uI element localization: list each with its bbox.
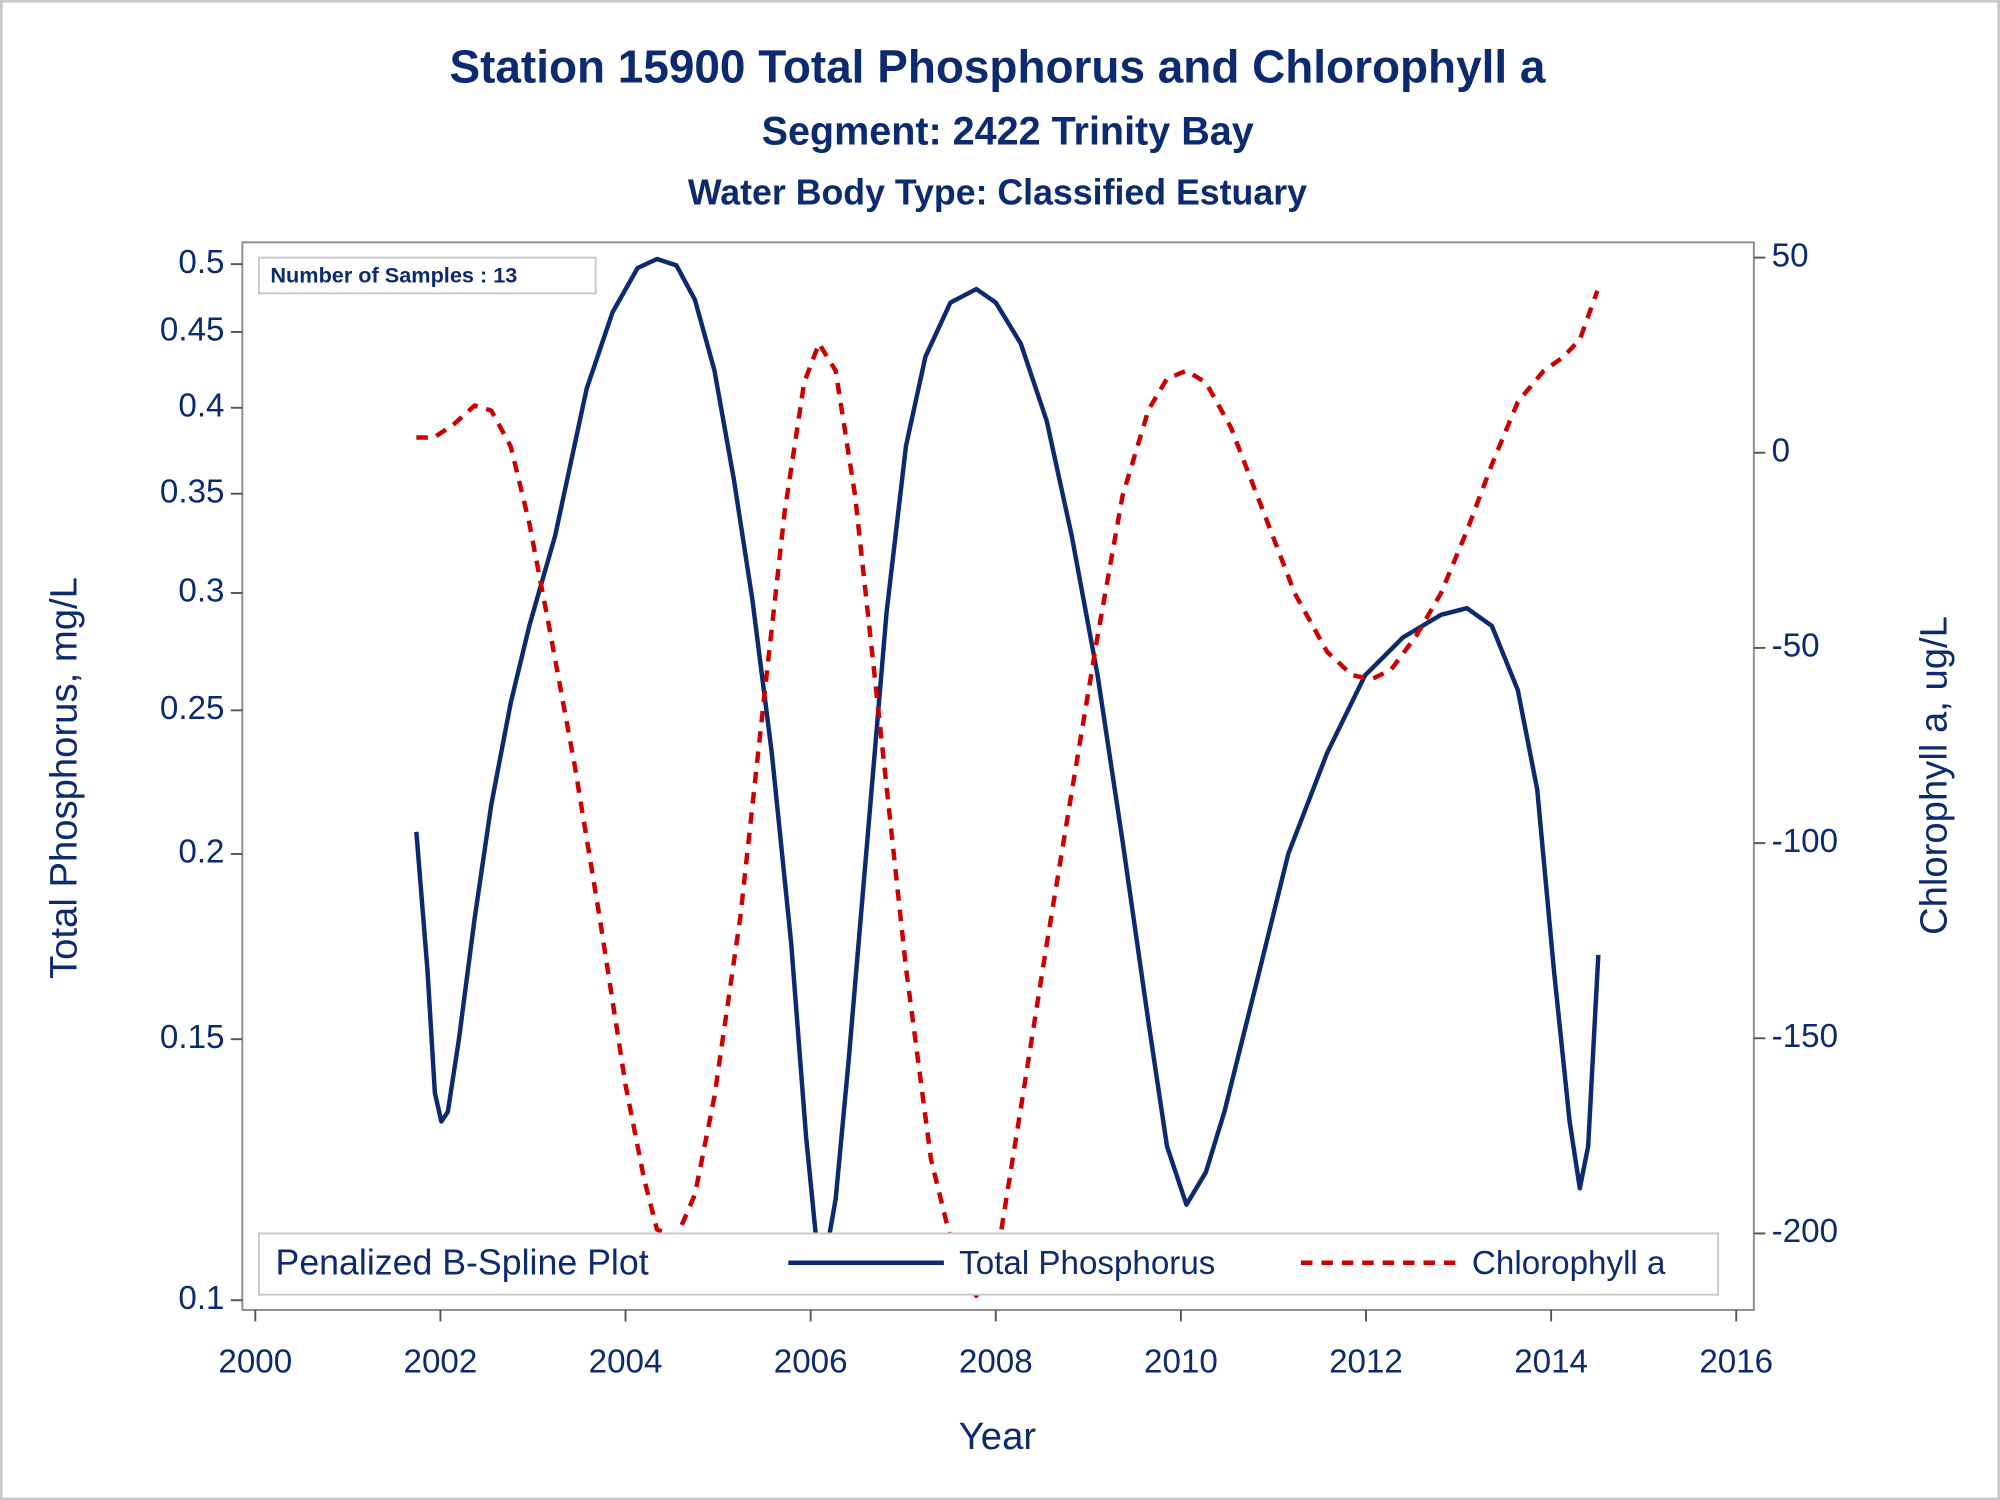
y2-tick-label: -200 bbox=[1772, 1213, 1838, 1250]
y2-tick-label: -100 bbox=[1772, 823, 1838, 860]
x-axis-label: Year bbox=[959, 1415, 1037, 1458]
chart-title: Station 15900 Total Phosphorus and Chlor… bbox=[449, 40, 1545, 92]
chart-subtitle: Segment: 2422 Trinity Bay bbox=[762, 109, 1254, 153]
y-tick-label: 0.5 bbox=[178, 244, 224, 281]
y-tick-label: 0.25 bbox=[160, 690, 225, 727]
y-tick-label: 0.15 bbox=[160, 1019, 225, 1056]
y-tick-label: 0.2 bbox=[178, 834, 224, 871]
y2-tick-label: -50 bbox=[1772, 628, 1820, 665]
y-tick-label: 0.4 bbox=[178, 388, 224, 425]
y2-tick-label: 0 bbox=[1772, 433, 1790, 470]
x-tick-label: 2012 bbox=[1329, 1343, 1403, 1380]
x-tick-label: 2006 bbox=[774, 1343, 848, 1380]
legend: Penalized B-Spline Plot Total Phosphorus… bbox=[257, 1232, 1720, 1296]
y-tick-label: 0.1 bbox=[178, 1280, 224, 1317]
chart-subtitle: Water Body Type: Classified Estuary bbox=[688, 173, 1307, 213]
y-axis-label: Total Phosphorus, mg/L bbox=[42, 577, 85, 979]
x-tick-label: 2014 bbox=[1514, 1343, 1588, 1380]
legend-label: Chlorophyll a bbox=[1472, 1245, 1666, 1282]
annotation-box bbox=[257, 256, 597, 295]
x-tick-label: 2000 bbox=[218, 1343, 292, 1380]
x-tick-label: 2004 bbox=[589, 1343, 663, 1380]
legend-box bbox=[257, 1232, 1720, 1296]
x-tick-label: 2010 bbox=[1144, 1343, 1218, 1380]
plot-frame bbox=[241, 241, 1755, 1311]
legend-label: Total Phosphorus bbox=[959, 1245, 1215, 1282]
x-tick-label: 2016 bbox=[1699, 1343, 1773, 1380]
legend-title: Penalized B-Spline Plot bbox=[276, 1243, 649, 1283]
y-tick-label: 0.45 bbox=[160, 312, 225, 349]
series-line bbox=[414, 256, 1601, 1265]
y-tick-label: 0.35 bbox=[160, 474, 225, 511]
y2-tick-label: -150 bbox=[1772, 1018, 1838, 1055]
y-tick-label: 0.3 bbox=[178, 573, 224, 610]
y2-tick-label: 50 bbox=[1772, 237, 1809, 274]
x-tick-label: 2008 bbox=[959, 1343, 1033, 1380]
annotation: Number of Samples : 13 bbox=[270, 263, 517, 288]
x-tick-label: 2002 bbox=[404, 1343, 478, 1380]
y2-axis-label: Chlorophyll a, ug/L bbox=[1912, 616, 1955, 935]
